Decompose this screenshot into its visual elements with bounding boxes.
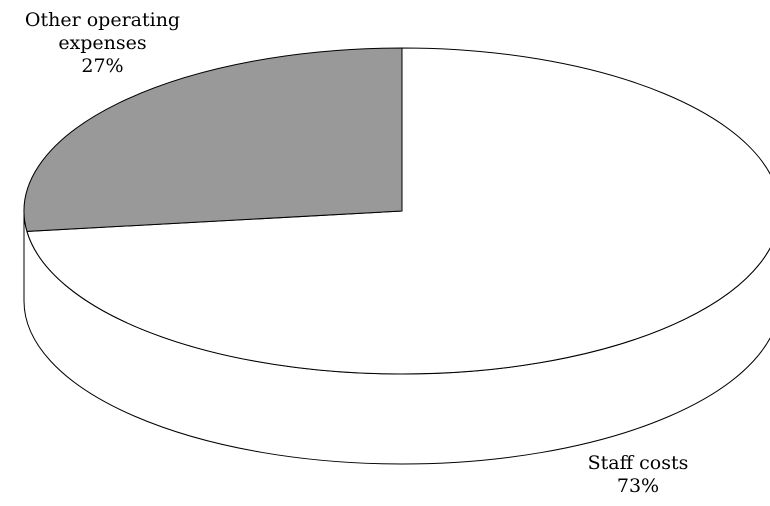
pie-slice-other-operating-expenses (23, 47, 403, 232)
label-staff-percent: 73% (616, 475, 660, 497)
label-other-operating-expenses: Other operating expenses 27% (0, 9, 205, 78)
label-other-line-1: Other operating (24, 9, 181, 31)
label-staff-name: Staff costs (587, 452, 689, 474)
label-staff-costs: Staff costs 73% (568, 452, 708, 498)
pie-slice-staff-costs (26, 47, 770, 375)
label-other-line-2: expenses (58, 32, 147, 54)
label-other-percent: 27% (81, 55, 124, 77)
